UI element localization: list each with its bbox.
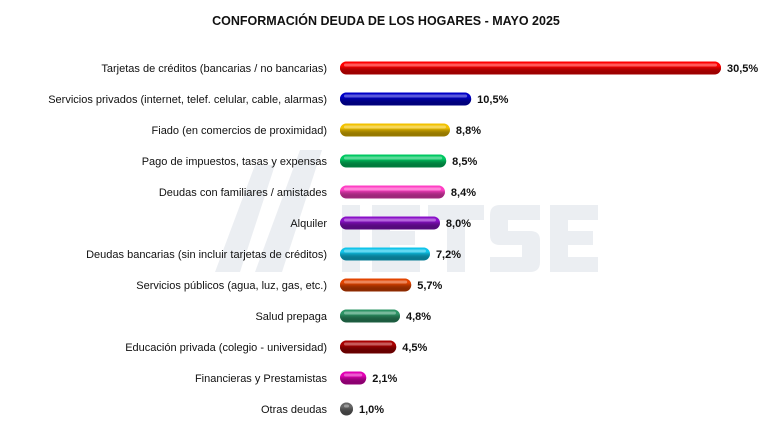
value-label: 10,5% — [477, 94, 508, 106]
category-label: Alquiler — [290, 218, 327, 230]
bar-highlight — [344, 218, 436, 222]
bar-shading — [340, 92, 472, 106]
bar-highlight — [344, 187, 441, 191]
bar-shading — [340, 309, 400, 323]
category-label: Pago de impuestos, tasas y expensas — [142, 156, 328, 168]
category-label: Servicios privados (internet, telef. cel… — [48, 94, 327, 106]
value-label: 7,2% — [436, 249, 461, 261]
bar-shading — [340, 216, 440, 230]
bar-shading — [340, 154, 447, 168]
bar-shading — [340, 247, 430, 261]
bar-highlight — [344, 373, 363, 377]
category-label: Financieras y Prestamistas — [195, 373, 328, 385]
bar-highlight — [344, 94, 468, 98]
bar-shading — [340, 123, 450, 137]
chart-title: CONFORMACIÓN DEUDA DE LOS HOGARES - MAYO… — [212, 14, 560, 28]
value-label: 8,5% — [452, 156, 477, 168]
bar-highlight — [344, 125, 446, 129]
value-label: 1,0% — [359, 404, 384, 416]
bar-highlight — [344, 280, 408, 284]
bar-highlight — [344, 342, 393, 346]
category-label: Educación privada (colegio - universidad… — [125, 342, 327, 354]
value-label: 5,7% — [417, 280, 442, 292]
bar-shading — [340, 340, 397, 354]
value-label: 8,0% — [446, 218, 471, 230]
bar-highlight — [344, 156, 443, 160]
value-label: 4,8% — [406, 311, 431, 323]
category-label: Salud prepaga — [255, 311, 327, 323]
bar-shading — [340, 61, 721, 75]
bar-highlight — [344, 249, 426, 253]
bar-highlight — [344, 311, 396, 315]
value-label: 30,5% — [727, 63, 758, 75]
category-label: Fiado (en comercios de proximidad) — [152, 125, 327, 137]
bar-shading — [340, 371, 367, 385]
category-label: Deudas con familiares / amistades — [159, 187, 328, 199]
category-label: Otras deudas — [261, 404, 328, 416]
value-label: 2,1% — [372, 373, 397, 385]
bar-shading — [340, 278, 412, 292]
category-label: Deudas bancarias (sin incluir tarjetas d… — [86, 249, 327, 261]
value-label: 8,8% — [456, 125, 481, 137]
value-label: 8,4% — [451, 187, 476, 199]
category-label: Servicios públicos (agua, luz, gas, etc.… — [136, 280, 327, 292]
bar-highlight — [344, 404, 349, 408]
bar-shading — [340, 185, 445, 199]
value-label: 4,5% — [402, 342, 427, 354]
category-label: Tarjetas de créditos (bancarias / no ban… — [101, 63, 327, 75]
bar-highlight — [344, 63, 717, 67]
bar-shading — [340, 402, 353, 416]
